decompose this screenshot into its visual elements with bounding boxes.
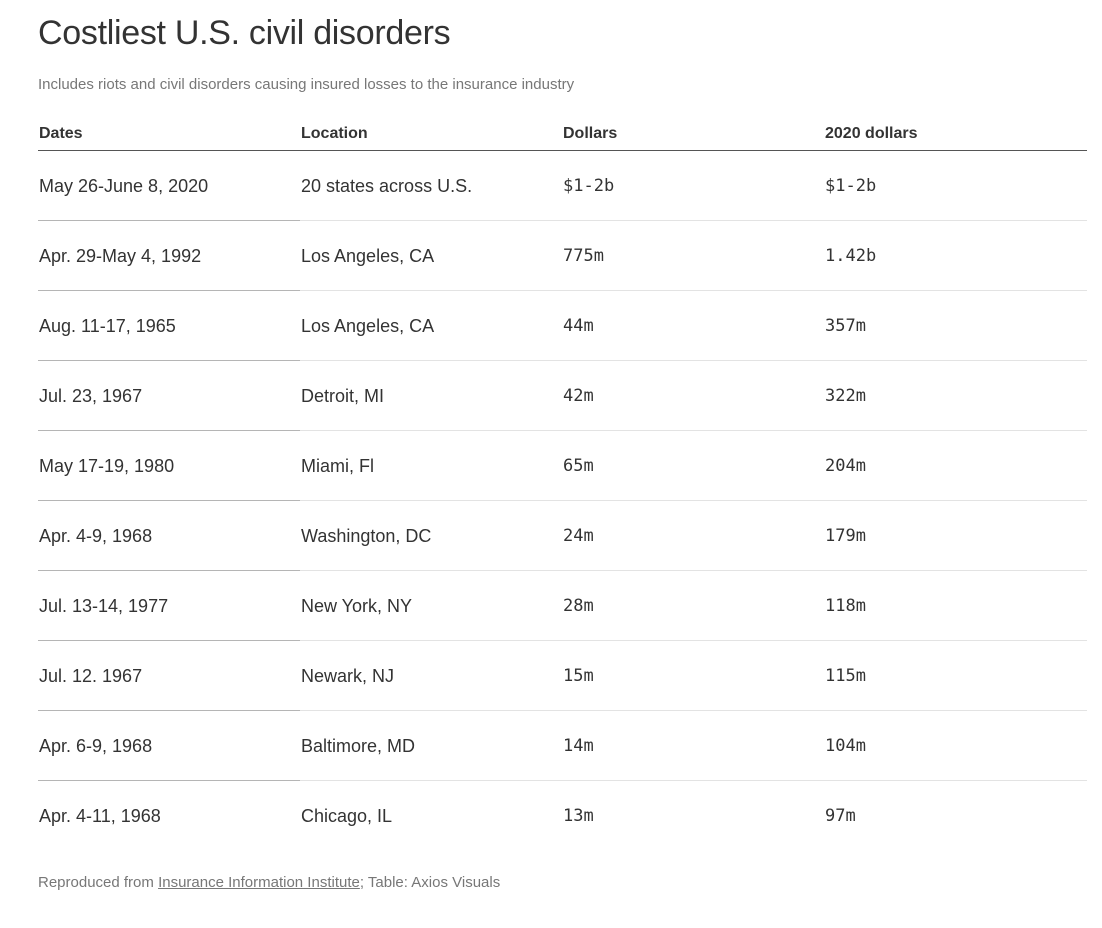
row-divider-left (38, 500, 300, 501)
cell-dollars: 775m (563, 246, 604, 266)
column-header-location: Location (301, 125, 368, 142)
cell-date: Aug. 11-17, 1965 (39, 315, 176, 336)
row-divider-left (38, 430, 300, 431)
cell-date: Jul. 23, 1967 (39, 385, 143, 406)
cell-location: Chicago, IL (301, 805, 393, 826)
cell-dollars: 44m (563, 316, 594, 336)
table-header: Dates Location Dollars 2020 dollars (38, 118, 1087, 151)
table-row: Jul. 12. 1967 Newark, NJ 15m 115m (38, 641, 1087, 711)
cell-date: Apr. 4-9, 1968 (39, 525, 153, 546)
cell-dollars-2020: 104m (825, 736, 866, 756)
cell-dollars: 42m (563, 386, 594, 406)
row-divider-left (38, 360, 300, 361)
row-divider-left (38, 220, 300, 221)
row-divider-right (300, 710, 1087, 711)
cell-location: Los Angeles, CA (301, 245, 435, 266)
row-divider-right (300, 500, 1087, 501)
source-note: Reproduced from Insurance Information In… (38, 874, 500, 891)
table-row: Apr. 6-9, 1968 Baltimore, MD 14m 104m (38, 711, 1087, 781)
table-row: May 26-June 8, 2020 20 states across U.S.… (38, 151, 1087, 221)
table-row: Apr. 4-11, 1968 Chicago, IL 13m 97m (38, 781, 1087, 851)
cell-dollars-2020: 1.42b (825, 246, 877, 266)
cell-location: New York, NY (301, 595, 413, 616)
data-table: Dates Location Dollars 2020 dollars May … (38, 118, 1087, 851)
chart-title: Costliest U.S. civil disorders (38, 14, 451, 52)
cell-dollars-2020: 115m (825, 666, 866, 686)
cell-dollars-2020: $1-2b (825, 176, 877, 196)
cell-dollars: 24m (563, 526, 594, 546)
cell-dollars-2020: 322m (825, 386, 866, 406)
row-divider-left (38, 780, 300, 781)
cell-location: Los Angeles, CA (301, 315, 435, 336)
table-row: Jul. 13-14, 1977 New York, NY 28m 118m (38, 571, 1087, 641)
table-row: May 17-19, 1980 Miami, Fl 65m 204m (38, 431, 1087, 501)
row-divider-left (38, 640, 300, 641)
column-header-dollars: Dollars (563, 125, 618, 142)
row-divider-right (300, 220, 1087, 221)
row-divider-right (300, 290, 1087, 291)
cell-dollars: $1-2b (563, 176, 615, 196)
cell-date: Apr. 4-11, 1968 (39, 805, 161, 826)
column-header-dates: Dates (39, 125, 83, 142)
cell-location: Washington, DC (301, 525, 432, 546)
cell-dollars-2020: 357m (825, 316, 866, 336)
cell-date: Apr. 6-9, 1968 (39, 735, 153, 756)
cell-location: Baltimore, MD (301, 735, 416, 756)
row-divider-right (300, 640, 1087, 641)
cell-dollars-2020: 118m (825, 596, 866, 616)
cell-date: May 17-19, 1980 (39, 455, 175, 476)
cell-date: Jul. 13-14, 1977 (39, 595, 169, 616)
source-suffix: ; Table: Axios Visuals (359, 874, 501, 891)
table-row: Aug. 11-17, 1965 Los Angeles, CA 44m 357m (38, 291, 1087, 361)
row-divider-right (300, 570, 1087, 571)
row-divider-right (300, 430, 1087, 431)
table-row: Jul. 23, 1967 Detroit, MI 42m 322m (38, 361, 1087, 431)
cell-dollars-2020: 97m (825, 806, 856, 826)
row-divider-right (300, 780, 1087, 781)
cell-location: Detroit, MI (301, 385, 385, 406)
cell-dollars: 28m (563, 596, 594, 616)
row-divider-left (38, 290, 300, 291)
cell-location: 20 states across U.S. (301, 175, 473, 196)
cell-dollars: 65m (563, 456, 594, 476)
cell-date: Apr. 29-May 4, 1992 (39, 245, 202, 266)
cell-dollars: 14m (563, 736, 594, 756)
table-row: Apr. 4-9, 1968 Washington, DC 24m 179m (38, 501, 1087, 571)
source-link[interactable]: Insurance Information Institute (158, 874, 360, 891)
source-prefix: Reproduced from (38, 874, 159, 891)
column-header-2020-dollars: 2020 dollars (825, 125, 918, 142)
cell-dollars-2020: 179m (825, 526, 866, 546)
cell-dollars-2020: 204m (825, 456, 866, 476)
table-row: Apr. 29-May 4, 1992 Los Angeles, CA 775m 1.… (38, 221, 1087, 291)
cell-location: Newark, NJ (301, 665, 395, 686)
cell-date: Jul. 12. 1967 (39, 665, 143, 686)
cell-dollars: 15m (563, 666, 594, 686)
row-divider-right (300, 360, 1087, 361)
cell-date: May 26-June 8, 2020 (39, 175, 209, 196)
table-body: May 26-June 8, 2020 20 states across U.S.… (38, 151, 1087, 851)
row-divider-left (38, 570, 300, 571)
cell-dollars: 13m (563, 806, 594, 826)
cell-location: Miami, Fl (301, 455, 374, 476)
chart-subtitle: Includes riots and civil disorders causi… (38, 76, 575, 93)
row-divider-left (38, 710, 300, 711)
